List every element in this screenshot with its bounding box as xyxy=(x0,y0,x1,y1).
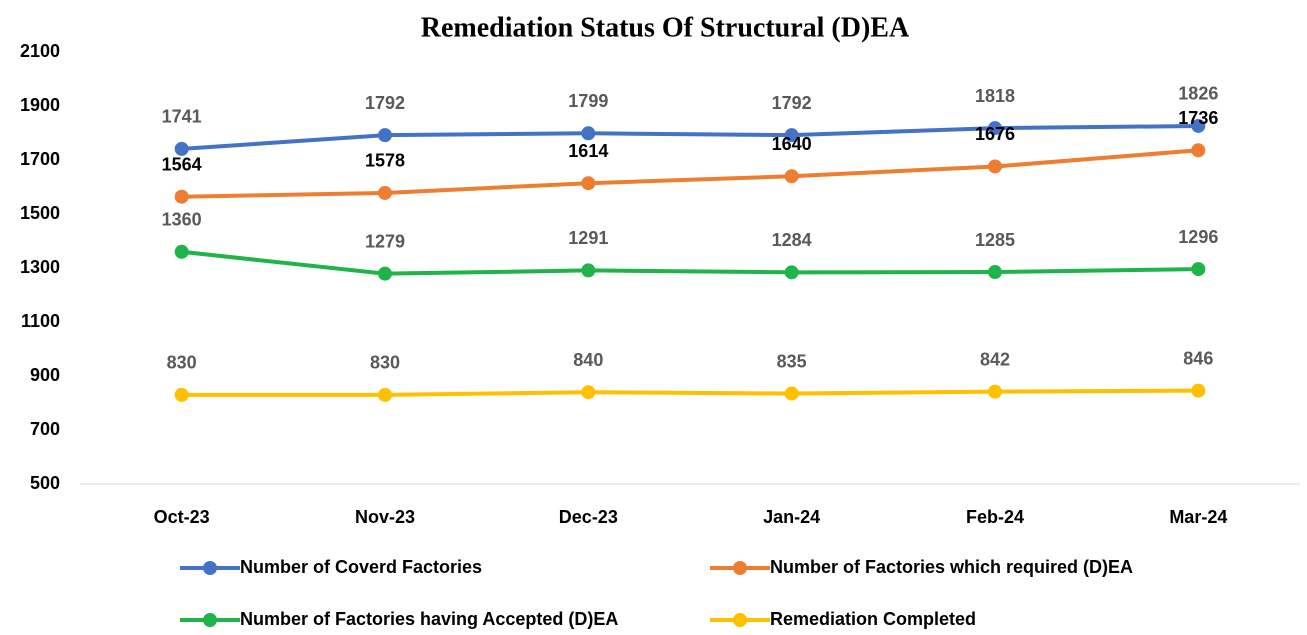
legend-marker xyxy=(733,561,747,575)
legend-marker xyxy=(733,613,747,627)
x-tick-label: Nov-23 xyxy=(355,507,415,527)
y-tick-label: 700 xyxy=(30,419,60,439)
point xyxy=(784,386,799,401)
series-line xyxy=(181,123,1199,151)
point xyxy=(174,387,189,402)
point xyxy=(988,384,1002,399)
data-label: 835 xyxy=(777,351,807,371)
data-label: 1741 xyxy=(162,107,202,127)
data-label: 1360 xyxy=(162,210,202,230)
point xyxy=(174,141,189,156)
series-line xyxy=(181,249,1199,276)
point xyxy=(174,189,189,204)
point xyxy=(378,387,392,402)
point xyxy=(378,266,392,281)
data-label: 1818 xyxy=(975,86,1015,106)
point xyxy=(988,121,1002,136)
data-label: 1826 xyxy=(1178,84,1218,104)
data-label: 1284 xyxy=(772,230,812,250)
y-tick-label: 1100 xyxy=(21,311,60,331)
data-label: 1614 xyxy=(568,141,608,161)
data-label: 1578 xyxy=(365,151,405,171)
data-label: 1285 xyxy=(975,230,1015,250)
point xyxy=(988,159,1002,174)
x-tick-label: Mar-24 xyxy=(1169,507,1227,527)
point xyxy=(1191,262,1206,277)
legend-label: Remediation Completed xyxy=(770,609,976,629)
point xyxy=(784,265,799,280)
data-label: 840 xyxy=(573,350,603,370)
data-label: 1564 xyxy=(162,154,202,174)
legend-label: Number of Factories which required (D)EA xyxy=(770,557,1133,577)
data-label: 1792 xyxy=(365,93,405,113)
point xyxy=(988,265,1002,280)
series-line xyxy=(181,388,1199,397)
x-tick-label: Jan-24 xyxy=(763,507,820,527)
data-label: 1279 xyxy=(365,231,405,251)
point xyxy=(784,128,799,143)
data-label: 1676 xyxy=(975,124,1015,144)
data-label: 1792 xyxy=(772,93,812,113)
y-tick-label: 1700 xyxy=(20,149,60,169)
point xyxy=(581,126,596,141)
y-tick-label: 1300 xyxy=(20,257,60,277)
legend-label: Number of Coverd Factories xyxy=(240,557,482,577)
x-tick-label: Dec-23 xyxy=(559,507,618,527)
point xyxy=(378,185,392,200)
chart-title: Remediation Status Of Structural (D)EA xyxy=(421,12,910,43)
point xyxy=(1191,143,1206,158)
x-tick-label: Oct-23 xyxy=(154,507,210,527)
y-tick-label: 2100 xyxy=(20,41,60,61)
y-tick-label: 1900 xyxy=(20,95,60,115)
y-tick-label: 900 xyxy=(30,365,60,385)
y-tick-label: 1500 xyxy=(20,203,60,223)
data-label: 842 xyxy=(980,349,1010,369)
data-label: 1640 xyxy=(772,134,812,154)
point xyxy=(581,263,596,278)
point xyxy=(581,385,596,400)
data-label: 1291 xyxy=(568,228,608,248)
data-label: 846 xyxy=(1183,348,1213,368)
x-tick-label: Feb-24 xyxy=(966,507,1024,527)
series-line xyxy=(181,148,1199,199)
data-label: 1736 xyxy=(1178,108,1218,128)
legend-label: Number of Factories having Accepted (D)E… xyxy=(240,609,618,629)
data-label: 1799 xyxy=(568,91,608,111)
data-label: 830 xyxy=(370,353,400,373)
point xyxy=(1191,118,1206,133)
point xyxy=(174,244,189,259)
point xyxy=(1191,383,1206,398)
point xyxy=(581,176,596,191)
data-label: 1296 xyxy=(1178,227,1218,247)
point xyxy=(784,169,799,184)
legend-marker xyxy=(203,561,217,575)
legend-marker xyxy=(203,613,217,627)
data-label: 830 xyxy=(167,353,197,373)
point xyxy=(378,128,392,143)
y-tick-label: 500 xyxy=(30,473,60,493)
